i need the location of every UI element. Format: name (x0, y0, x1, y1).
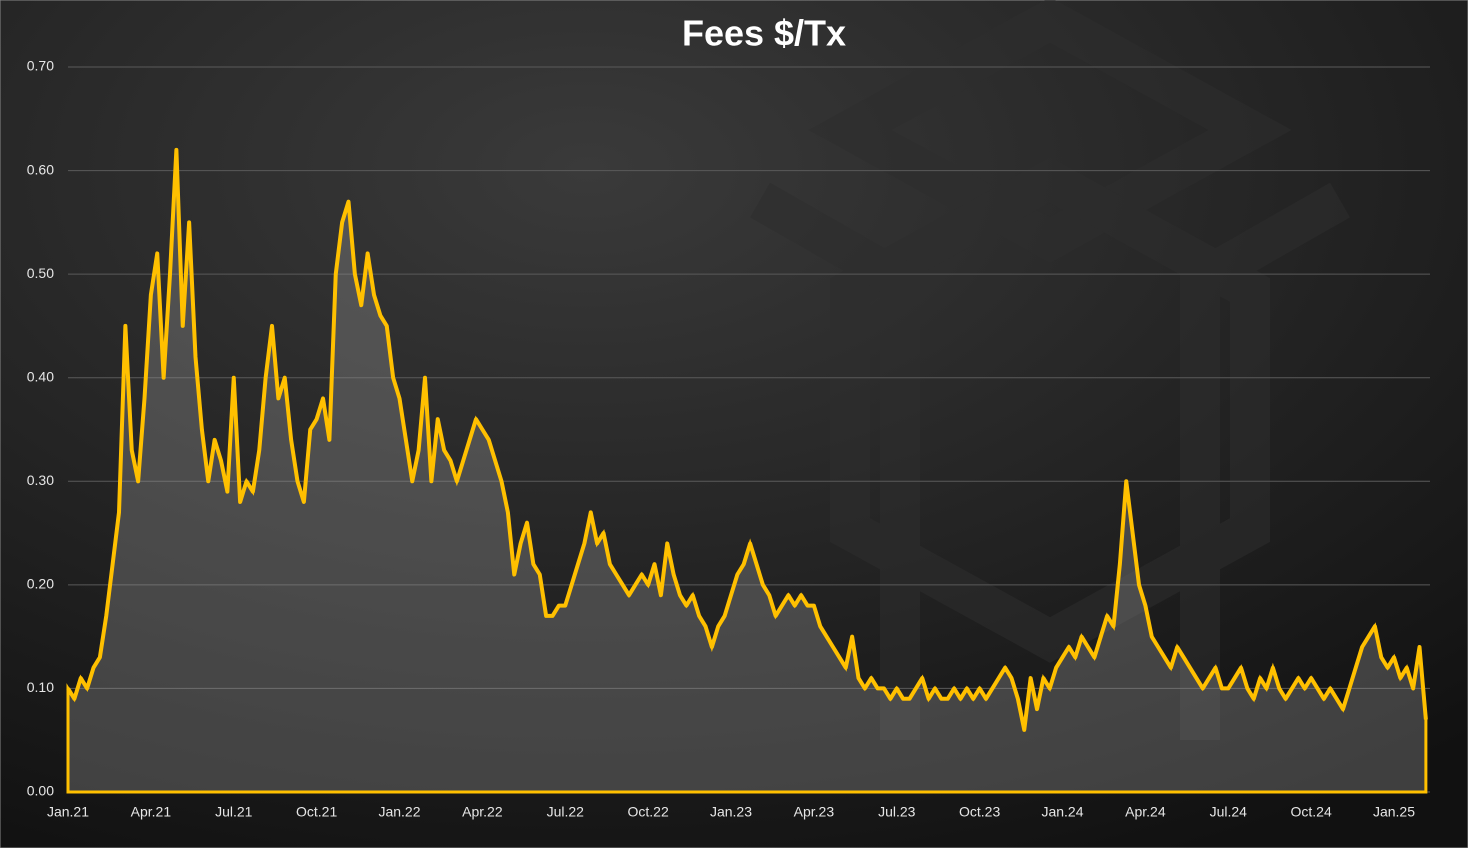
x-tick-label: Jul.22 (547, 804, 585, 820)
x-tick-label: Jul.21 (215, 804, 253, 820)
chart-title: Fees $/Tx (682, 13, 846, 54)
watermark (750, 0, 1350, 740)
y-tick-label: 0.00 (27, 783, 54, 799)
x-tick-label: Apr.21 (131, 804, 172, 820)
x-tick-label: Apr.23 (794, 804, 835, 820)
y-tick-label: 0.70 (27, 58, 54, 74)
x-tick-label: Oct.22 (628, 804, 669, 820)
x-tick-label: Apr.24 (1125, 804, 1166, 820)
x-tick-label: Oct.21 (296, 804, 337, 820)
x-tick-label: Jan.22 (378, 804, 420, 820)
x-tick-label: Jan.25 (1373, 804, 1415, 820)
y-tick-label: 0.60 (27, 161, 54, 177)
x-tick-label: Jan.23 (710, 804, 752, 820)
y-tick-label: 0.50 (27, 265, 54, 281)
line (66, 147, 1428, 732)
y-tick-label: 0.40 (27, 368, 54, 384)
x-tick-label: Oct.24 (1291, 804, 1332, 820)
x-tick-label: Apr.22 (462, 804, 503, 820)
x-tick-label: Oct.23 (959, 804, 1000, 820)
x-tick-label: Jul.23 (878, 804, 916, 820)
x-tick-label: Jan.24 (1041, 804, 1083, 820)
x-tick-label: Jul.24 (1210, 804, 1248, 820)
y-tick-label: 0.10 (27, 679, 54, 695)
x-tick-label: Jan.21 (47, 804, 89, 820)
y-tick-label: 0.20 (27, 576, 54, 592)
y-tick-label: 0.30 (27, 472, 54, 488)
